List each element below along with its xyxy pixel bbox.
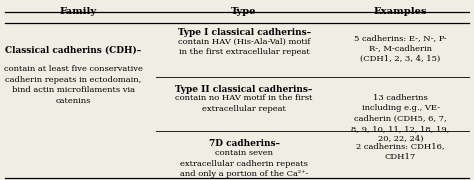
Text: 5 cadherins: E-, N-, P-
R-, M-cadherin
(CDH1, 2, 3, 4, 15): 5 cadherins: E-, N-, P- R-, M-cadherin (… — [354, 34, 447, 63]
Text: Type I classical cadherins–: Type I classical cadherins– — [178, 28, 310, 37]
Text: Classical cadherins (CDH)–: Classical cadherins (CDH)– — [5, 46, 142, 55]
Text: contain at least five conservative
cadherin repeats in ectodomain,
bind actin mi: contain at least five conservative cadhe… — [4, 65, 143, 105]
Text: 2 cadherins: CDH16,
CDH17: 2 cadherins: CDH16, CDH17 — [356, 142, 445, 161]
Text: contain HAV (His-Ala-Val) motif
in the first extracellular repeat: contain HAV (His-Ala-Val) motif in the f… — [178, 38, 310, 56]
Text: 7D cadherins–: 7D cadherins– — [209, 140, 280, 148]
Text: Type II classical cadherins–: Type II classical cadherins– — [175, 85, 313, 94]
Text: contain no HAV motif in the first
extracellular repeat: contain no HAV motif in the first extrac… — [175, 94, 313, 113]
Text: 13 cadherins
including e.g., VE-
cadherin (CDH5, 6, 7,
8, 9, 10, 11, 12, 18, 19,: 13 cadherins including e.g., VE- cadheri… — [351, 94, 450, 143]
Text: contain seven
extracellular cadherin repeats
and only a portion of the Ca²⁺-: contain seven extracellular cadherin rep… — [180, 149, 308, 178]
Text: Family: Family — [60, 7, 97, 16]
Text: Type: Type — [231, 7, 257, 16]
Text: Examples: Examples — [374, 7, 428, 16]
